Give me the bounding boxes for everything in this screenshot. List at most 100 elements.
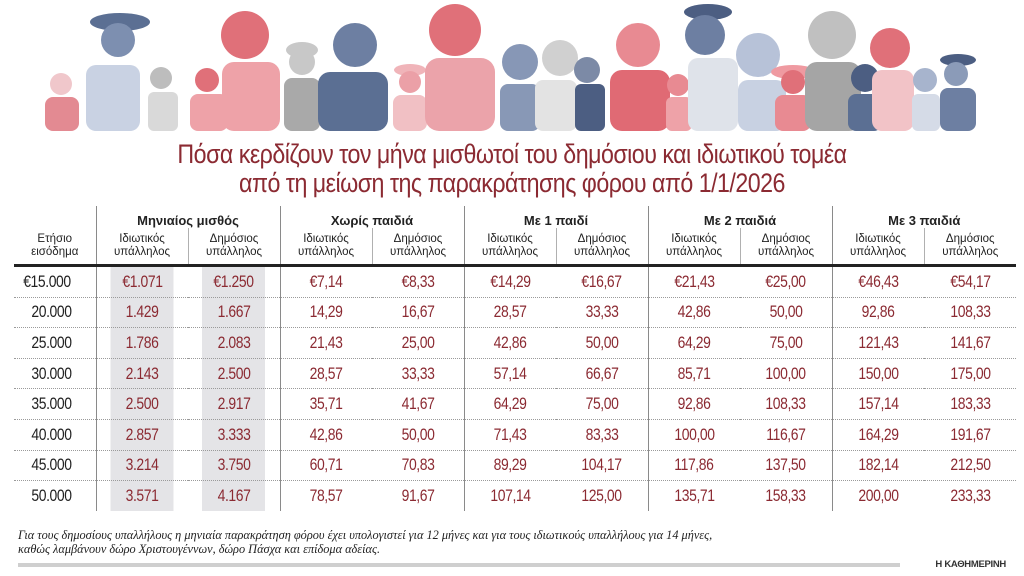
- monthly-salary-cell: 2.500: [95, 388, 188, 420]
- title-line-2: από τη μείωση της παρακράτησης φόρου από…: [239, 168, 785, 198]
- tax-saving-cell: 157,14: [831, 388, 924, 420]
- tax-saving-cell: 75,00: [740, 327, 832, 359]
- tax-saving-cell: 212,50: [924, 450, 1016, 482]
- tax-saving-cell: 16,67: [372, 297, 464, 329]
- footnote: Για τους δημοσίους υπαλλήλους η μηνιαία …: [18, 528, 978, 556]
- monthly-salary-cell: 3.333: [188, 419, 280, 451]
- annual-income-cell: 40.000: [14, 419, 96, 451]
- tax-saving-cell: 78,57: [279, 480, 372, 511]
- tax-saving-cell: 28,57: [279, 358, 372, 390]
- tax-saving-cell: €25,00: [740, 265, 832, 298]
- monthly-salary-cell: 2.083: [188, 327, 280, 359]
- sub-header-row: Ετήσιο εισόδημα Ιδιωτικός υπάλληλος Δημόσι…: [14, 228, 1016, 267]
- annual-income-header: Ετήσιο εισόδημα: [14, 228, 96, 267]
- tax-saving-cell: 116,67: [740, 419, 832, 451]
- monthly-salary-cell: €1.071: [95, 265, 188, 298]
- tax-saving-cell: 64,29: [647, 327, 740, 359]
- tax-saving-cell: 70,83: [372, 450, 464, 482]
- tax-withholding-table: Μηνιαίος μισθός Χωρίς παιδιά Με 1 παιδί …: [14, 206, 1016, 511]
- table-row: 50.000 3.571 4.167 78,57 91,67 107,14 125,00 13…: [14, 480, 1016, 511]
- public-employee-header: Δημόσιος υπάλληλος: [187, 228, 280, 267]
- source-brand: Η ΚΑΘΗΜΕΡΙΝΗ: [935, 559, 1006, 570]
- footer-divider: [18, 563, 900, 567]
- table-row: 20.000 1.429 1.667 14,29 16,67 28,57 33,33 42,8…: [14, 297, 1016, 329]
- tax-saving-cell: 71,43: [463, 419, 556, 451]
- tax-saving-cell: 14,29: [279, 297, 372, 329]
- empty-corner: [14, 206, 96, 228]
- annual-income-cell: €15.000: [14, 265, 96, 298]
- tax-saving-cell: 66,67: [556, 358, 648, 390]
- tax-saving-cell: 42,86: [647, 297, 740, 329]
- tax-saving-cell: 42,86: [279, 419, 372, 451]
- monthly-salary-cell: 3.750: [188, 450, 280, 482]
- tax-saving-cell: 137,50: [740, 450, 832, 482]
- tax-saving-cell: 150,00: [831, 358, 924, 390]
- public-employee-header: Δημόσιος υπάλληλος: [371, 228, 464, 267]
- monthly-salary-cell: 2.143: [95, 358, 188, 390]
- monthly-salary-cell: 1.786: [95, 327, 188, 359]
- private-employee-header: Ιδιωτικός υπάλληλος: [279, 228, 372, 267]
- tax-saving-cell: 28,57: [463, 297, 556, 329]
- tax-saving-cell: 42,86: [463, 327, 556, 359]
- monthly-salary-cell: 1.429: [95, 297, 188, 329]
- tax-saving-cell: 100,00: [647, 419, 740, 451]
- private-employee-header: Ιδιωτικός υπάλληλος: [647, 228, 740, 267]
- group-one-child: Με 1 παιδί: [463, 206, 648, 228]
- tax-saving-cell: 135,71: [647, 480, 740, 511]
- private-employee-header: Ιδιωτικός υπάλληλος: [95, 228, 188, 267]
- public-employee-header: Δημόσιος υπάλληλος: [555, 228, 648, 267]
- tax-saving-cell: €7,14: [279, 265, 372, 298]
- tax-saving-cell: 107,14: [463, 480, 556, 511]
- tax-saving-cell: 41,67: [372, 388, 464, 420]
- title-line-1: Πόσα κερδίζουν τον μήνα μισθωτοί του δημ…: [177, 139, 847, 169]
- monthly-salary-cell: 3.214: [95, 450, 188, 482]
- footnote-line-1: Για τους δημοσίους υπαλλήλους η μηνιαία …: [18, 528, 713, 542]
- public-employee-header: Δημόσιος υπάλληλος: [739, 228, 832, 267]
- tax-saving-cell: €21,43: [647, 265, 740, 298]
- people-silhouettes-icon: [45, 4, 976, 131]
- tax-saving-cell: 164,29: [831, 419, 924, 451]
- tax-saving-cell: 200,00: [831, 480, 924, 511]
- tax-saving-cell: 75,00: [556, 388, 648, 420]
- tax-saving-cell: €8,33: [372, 265, 464, 298]
- monthly-salary-cell: 2.857: [95, 419, 188, 451]
- tax-saving-cell: 21,43: [279, 327, 372, 359]
- tax-saving-cell: 141,67: [924, 327, 1016, 359]
- tax-saving-cell: 175,00: [924, 358, 1016, 390]
- annual-income-cell: 50.000: [30, 485, 72, 505]
- annual-income-cell: 20.000: [14, 297, 96, 329]
- tax-saving-cell: 121,43: [831, 327, 924, 359]
- tax-saving-cell: 50,00: [556, 327, 648, 359]
- table-row: 30.000 2.143 2.500 28,57 33,33 57,14 66,67 85,7…: [14, 358, 1016, 390]
- tax-saving-cell: 108,33: [924, 297, 1016, 329]
- annual-income-cell: 45.000: [14, 450, 96, 482]
- tax-saving-cell: €46,43: [831, 265, 924, 298]
- tax-saving-cell: 57,14: [463, 358, 556, 390]
- footnote-line-2: καθώς λαμβάνουν δώρο Χριστουγέννων, δώρο…: [18, 542, 381, 556]
- public-employee-header: Δημόσιος υπάλληλος: [923, 228, 1016, 267]
- tax-saving-cell: 182,14: [831, 450, 924, 482]
- group-monthly-salary: Μηνιαίος μισθός: [95, 206, 280, 228]
- tax-saving-cell: 33,33: [556, 297, 648, 329]
- table-row: 40.000 2.857 3.333 42,86 50,00 71,43 83,33 100,…: [14, 419, 1016, 451]
- annual-income-cell: 30.000: [14, 358, 96, 390]
- group-three-children: Με 3 παιδιά: [831, 206, 1016, 228]
- tax-saving-cell: 92,86: [831, 297, 924, 329]
- tax-saving-cell: 104,17: [556, 450, 648, 482]
- tax-saving-cell: €16,67: [556, 265, 648, 298]
- monthly-salary-cell: 3.571: [95, 480, 188, 511]
- group-no-children: Χωρίς παιδιά: [279, 206, 464, 228]
- monthly-salary-cell: €1.250: [188, 265, 280, 298]
- tax-saving-cell: 191,67: [924, 419, 1016, 451]
- table-row: 45.000 3.214 3.750 60,71 70,83 89,29 104,17 117…: [14, 450, 1016, 482]
- table-body: €15.000 €1.071 €1.250 €7,14 €8,33 €14,29 €16,6…: [14, 265, 1016, 511]
- private-employee-header: Ιδιωτικός υπάλληλος: [831, 228, 924, 267]
- group-header-row: Μηνιαίος μισθός Χωρίς παιδιά Με 1 παιδί …: [14, 206, 1016, 228]
- tax-saving-cell: 183,33: [924, 388, 1016, 420]
- tax-saving-cell: 35,71: [279, 388, 372, 420]
- tax-saving-cell: 50,00: [372, 419, 464, 451]
- workers-illustration: [45, 4, 976, 131]
- monthly-salary-cell: 2.917: [188, 388, 280, 420]
- group-two-children: Με 2 παιδιά: [647, 206, 832, 228]
- tax-saving-cell: 117,86: [647, 450, 740, 482]
